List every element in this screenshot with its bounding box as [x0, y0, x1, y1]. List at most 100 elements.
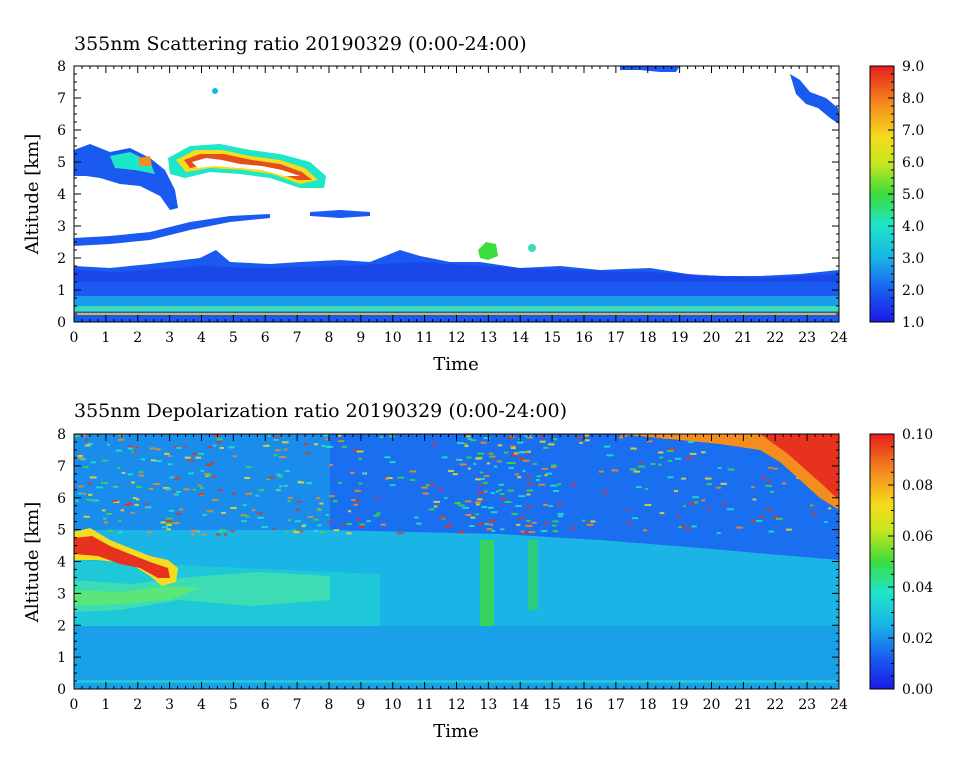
- noise-speckle: [86, 498, 94, 501]
- noise-speckle: [112, 485, 119, 488]
- colorbar: 1.0 2.0 3.0 4.0 5.0 6.0 7.0 8.0 9.0: [869, 59, 924, 331]
- noise-speckle: [96, 486, 104, 489]
- noise-speckle: [493, 465, 498, 468]
- noise-speckle: [556, 483, 562, 486]
- y-axis: 0 1 2 3 4 5 6 7 8: [57, 59, 839, 331]
- noise-speckle: [138, 471, 144, 474]
- noise-speckle: [307, 515, 314, 518]
- noise-speckle: [720, 482, 727, 485]
- noise-speckle: [438, 488, 444, 491]
- noise-speckle: [329, 463, 333, 466]
- noise-speckle: [333, 529, 340, 532]
- noise-speckle: [768, 466, 773, 469]
- noise-speckle: [205, 464, 213, 467]
- noise-speckle: [543, 503, 548, 506]
- x-tick-label: 5: [229, 697, 238, 713]
- noise-speckle: [167, 463, 173, 466]
- noise-speckle: [267, 476, 275, 479]
- noise-speckle: [296, 500, 302, 503]
- noise-speckle: [123, 503, 131, 506]
- colorbar-tick-label: 0.10: [902, 427, 933, 443]
- noise-speckle: [153, 483, 160, 486]
- upper-cloud-top: [620, 66, 680, 72]
- noise-speckle: [525, 524, 533, 527]
- noise-speckle: [256, 512, 263, 515]
- noise-speckle: [536, 475, 542, 478]
- colorbar-tick-label: 0.04: [902, 580, 933, 596]
- noise-speckle: [133, 451, 137, 454]
- noise-speckle: [258, 489, 265, 492]
- noise-speckle: [166, 487, 172, 490]
- noise-speckle: [518, 495, 525, 498]
- noise-speckle: [676, 516, 680, 519]
- noise-speckle: [420, 486, 428, 489]
- noise-speckle: [212, 499, 219, 502]
- noise-speckle: [633, 470, 641, 473]
- noise-speckle: [327, 520, 333, 523]
- noise-speckle: [106, 512, 113, 515]
- x-tick-label: 24: [830, 697, 848, 713]
- noise-speckle: [175, 490, 182, 493]
- noise-speckle: [781, 482, 787, 485]
- noise-speckle: [220, 529, 227, 532]
- y-tick-label: 6: [57, 491, 66, 507]
- noise-speckle: [491, 529, 495, 532]
- noise-speckle: [484, 490, 488, 493]
- noise-speckle: [551, 465, 557, 468]
- noise-speckle: [526, 475, 532, 478]
- noise-speckle: [166, 528, 171, 531]
- noise-speckle: [514, 473, 519, 476]
- heatmap-cells: [74, 434, 839, 689]
- x-tick-label: 18: [639, 697, 657, 713]
- noise-speckle: [263, 444, 270, 447]
- noise-speckle: [115, 449, 123, 452]
- noise-speckle: [304, 452, 311, 455]
- noise-speckle: [489, 523, 494, 526]
- x-tick-label: 16: [575, 330, 593, 346]
- noise-speckle: [583, 439, 590, 442]
- noise-speckle: [165, 517, 173, 520]
- x-tick-label: 8: [325, 697, 334, 713]
- noise-speckle: [384, 456, 391, 459]
- noise-speckle: [93, 499, 100, 502]
- noise-speckle: [611, 469, 619, 472]
- noise-speckle: [117, 466, 121, 469]
- x-tick-label: 17: [607, 697, 625, 713]
- noise-speckle: [707, 507, 711, 510]
- x-tick-label: 1: [101, 697, 110, 713]
- noise-speckle: [486, 462, 490, 465]
- y-axis-label: Altitude [km]: [22, 134, 43, 256]
- x-tick-label: 21: [734, 697, 752, 713]
- noise-speckle: [77, 457, 84, 460]
- x-tick-label: 2: [133, 697, 142, 713]
- noise-speckle: [489, 455, 496, 458]
- noise-speckle: [569, 527, 576, 530]
- noise-speckle: [527, 482, 533, 485]
- noise-speckle: [759, 515, 765, 518]
- colorbar-tick-label: 8.0: [902, 91, 924, 107]
- x-tick-label: 17: [607, 330, 625, 346]
- x-tick-label: 20: [703, 697, 721, 713]
- y-axis: 0 1 2 3 4 5 6 7 8: [57, 427, 839, 698]
- noise-speckle: [154, 460, 162, 463]
- noise-speckle: [230, 530, 235, 533]
- noise-speckle: [337, 440, 345, 443]
- noise-speckle: [458, 504, 465, 507]
- noise-speckle: [155, 448, 161, 451]
- noise-speckle: [83, 466, 89, 469]
- noise-speckle: [716, 486, 721, 489]
- noise-speckle: [317, 524, 322, 527]
- noise-speckle: [379, 436, 384, 439]
- noise-speckle: [433, 505, 438, 508]
- colorbar-tick-label: 0.02: [902, 631, 933, 647]
- x-tick-label: 7: [293, 330, 302, 346]
- noise-speckle: [135, 446, 139, 449]
- noise-speckle: [500, 528, 505, 531]
- noise-speckle: [82, 492, 87, 495]
- noise-speckle: [172, 522, 180, 525]
- y-tick-label: 4: [57, 555, 66, 571]
- noise-speckle: [478, 484, 483, 487]
- noise-speckle: [350, 472, 355, 475]
- noise-speckle: [87, 482, 92, 485]
- noise-speckle: [810, 507, 814, 510]
